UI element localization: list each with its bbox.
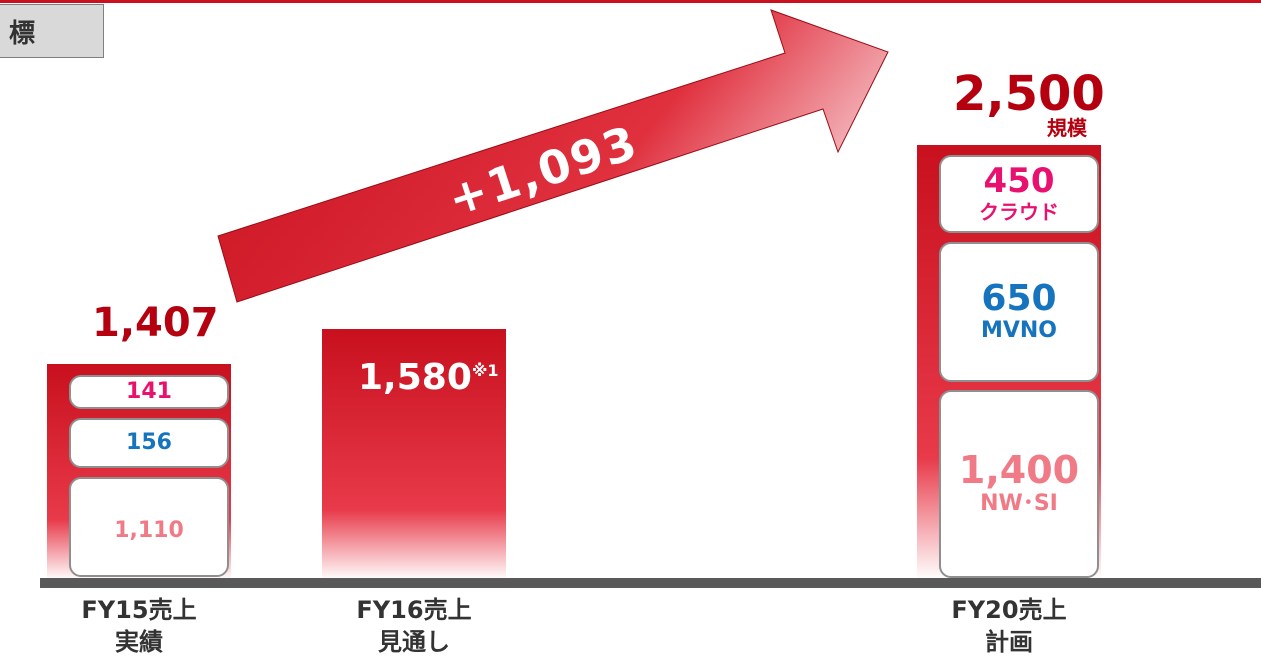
fy15-cloud-segment: 141 xyxy=(69,375,229,409)
fy15-mvno-value: 156 xyxy=(126,430,172,456)
fy16-footnote-marker: ※1 xyxy=(471,361,499,380)
fy20-total-suffix-text: 規模 xyxy=(1047,116,1087,140)
growth-arrow xyxy=(217,9,889,303)
category-sub: 見通し xyxy=(378,628,450,657)
slide-title-tab: 標 xyxy=(0,4,104,58)
x-axis-baseline xyxy=(40,578,1261,588)
fy20-cloud-label: クラウド xyxy=(979,199,1059,224)
category-name: FY20売上 xyxy=(951,596,1067,624)
fy16-total-label: 1,580※1 xyxy=(358,360,499,396)
slide-title-text: 標 xyxy=(9,18,36,49)
fy20-mvno-label: MVNO xyxy=(980,317,1058,343)
bar-fy16 xyxy=(322,329,506,580)
fy20-total-label: 2,500 xyxy=(953,70,1105,118)
category-label-fy15: FY15売上 実績 xyxy=(39,594,239,659)
fy20-nwsi-value: 1,400 xyxy=(958,447,1080,492)
category-sub: 実績 xyxy=(115,628,163,657)
fy20-total-suffix: 規模 xyxy=(1047,118,1087,138)
fy20-mvno-value: 650 xyxy=(981,277,1057,319)
fy20-cloud-segment: 450 クラウド xyxy=(939,155,1099,233)
fy15-total-label: 1,407 xyxy=(92,303,219,343)
fy16-total-value: 1,580 xyxy=(358,357,472,398)
fy20-nwsi-segment: 1,400 NW･SI xyxy=(939,390,1099,578)
fy20-cloud-value: 450 xyxy=(983,161,1055,202)
category-name: FY16売上 xyxy=(356,596,472,624)
fy15-nwsi-value: 1,110 xyxy=(114,518,184,544)
fy20-mvno-segment: 650 MVNO xyxy=(939,242,1099,382)
fy15-total-value: 1,407 xyxy=(92,300,219,346)
fy20-total-value: 2,500 xyxy=(953,66,1105,122)
category-sub: 計画 xyxy=(985,628,1033,657)
fy15-cloud-value: 141 xyxy=(126,379,172,405)
category-label-fy20: FY20売上 計画 xyxy=(909,594,1109,659)
fy15-mvno-segment: 156 xyxy=(69,418,229,468)
fy15-nwsi-segment: 1,110 xyxy=(69,477,229,577)
category-label-fy16: FY16売上 見通し xyxy=(314,594,514,659)
category-name: FY15売上 xyxy=(81,596,197,624)
fy20-nwsi-label: NW･SI xyxy=(980,490,1058,516)
top-rule xyxy=(0,0,1261,3)
